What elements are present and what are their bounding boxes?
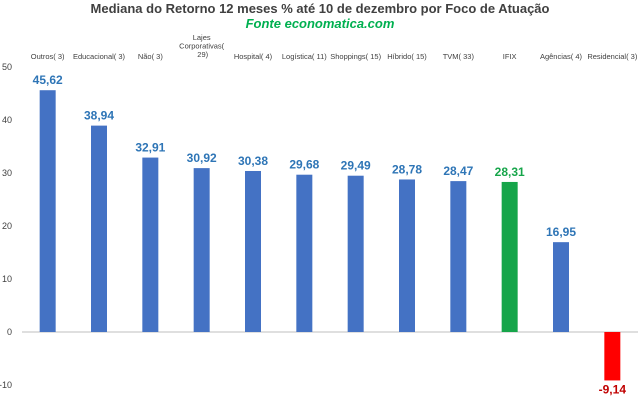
category-label: Agências( 4) [540, 52, 583, 61]
bar [604, 332, 621, 381]
data-label: 29,49 [341, 159, 371, 173]
data-label: 28,47 [443, 164, 473, 178]
y-tick-label: 0 [7, 327, 12, 337]
data-label: 30,92 [187, 151, 217, 165]
data-label: -9,14 [599, 382, 627, 396]
bar [193, 168, 210, 332]
bar [450, 181, 467, 332]
bar [399, 179, 415, 332]
y-tick-label: 10 [2, 274, 12, 284]
data-label: 16,95 [546, 225, 576, 239]
data-label: 30,38 [238, 154, 268, 168]
category-label: Outros( 3) [31, 52, 65, 61]
category-label: IFIX [503, 52, 517, 61]
data-label: 38,94 [84, 109, 114, 123]
category-label: Educacional( 3) [73, 52, 126, 61]
bar-layer [39, 90, 621, 381]
chart-title: Mediana do Retorno 12 meses % até 10 de … [90, 1, 550, 16]
bar [245, 170, 261, 332]
bar [553, 242, 569, 332]
y-tick-label: -10 [0, 380, 12, 390]
category-label: Não( 3) [138, 52, 164, 61]
data-label: 29,68 [289, 158, 319, 172]
category-label: Shoppings( 15) [330, 52, 381, 61]
bar [347, 175, 364, 332]
label-layer: Outros( 3) 45,62 Educacional( 3) 38,94 Não( … [31, 33, 638, 396]
bar [91, 125, 107, 332]
y-tick-label: 20 [2, 221, 12, 231]
category-label: Logística( 11) [282, 52, 327, 61]
y-tick-label: 50 [2, 62, 12, 72]
data-label: 45,62 [33, 73, 63, 87]
bar [39, 90, 56, 333]
bar [501, 181, 518, 332]
bar [296, 174, 313, 332]
category-label: TVM( 33) [443, 52, 475, 61]
category-label: Residencial( 3) [587, 52, 638, 61]
bar [142, 157, 159, 332]
y-tick-label: 40 [2, 115, 12, 125]
category-label: Hospital( 4) [234, 52, 273, 61]
category-label: Lajes Corporativas( 29) [179, 33, 225, 59]
y-tick-label: 30 [2, 168, 12, 178]
data-label: 32,91 [135, 141, 165, 155]
data-label: 28,78 [392, 162, 422, 176]
data-label: 28,31 [495, 165, 525, 179]
chart-subtitle: Fonte economatica.com [245, 16, 395, 31]
axis-layer: -10 0 10 20 30 40 50 [0, 62, 638, 390]
category-label: Híbrido( 15) [387, 52, 427, 61]
